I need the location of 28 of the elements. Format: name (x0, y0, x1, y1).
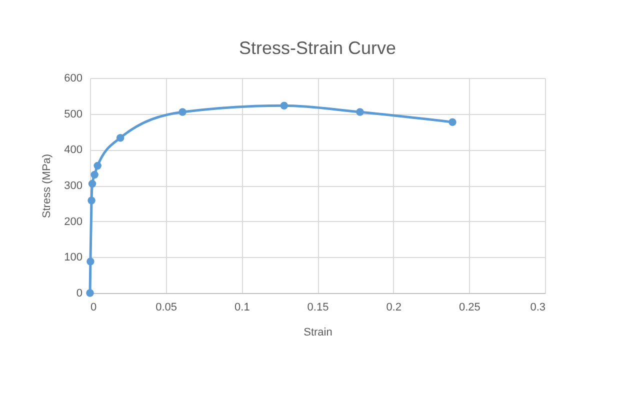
point (90, 170, 98, 179)
y-axis-title: Stress (MPa) (41, 154, 54, 218)
point (448, 118, 456, 126)
point (88, 180, 96, 188)
y-tick-label: 500 (64, 108, 82, 120)
y-tick-label: 400 (64, 144, 82, 156)
chart-title: Stress-Strain Curve (238, 38, 396, 58)
y-tick-label: 0 (76, 288, 82, 300)
x-axis-title: Strain (304, 326, 332, 338)
point (116, 134, 124, 142)
y-tick-label: 100 (64, 252, 82, 264)
x-tick-label: 0.25 (458, 302, 480, 314)
point (178, 108, 186, 116)
x-tick-label: 0.3 (530, 302, 546, 314)
y-tick-label: 300 (64, 180, 82, 192)
y-tick-label: 200 (64, 216, 82, 228)
y-tick-label: 600 (64, 72, 82, 84)
x-tick-label: 0.15 (307, 302, 329, 314)
x-tick-label: 0 (90, 302, 97, 314)
x-tick-label: 0.05 (156, 302, 178, 314)
point (86, 258, 94, 266)
point (356, 108, 364, 116)
point (88, 196, 96, 204)
point (86, 289, 94, 297)
x-tick-label: 0.1 (234, 302, 250, 314)
x-tick-label: 0.2 (386, 302, 402, 314)
point (280, 102, 288, 110)
point (94, 162, 102, 170)
